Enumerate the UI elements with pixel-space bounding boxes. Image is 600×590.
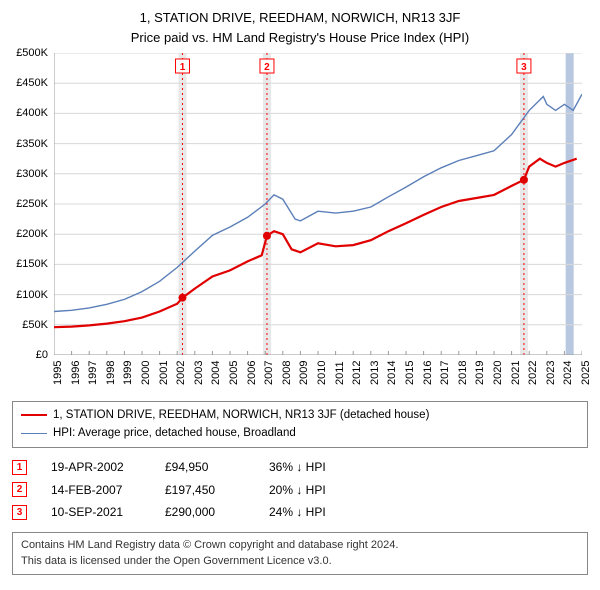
- sale-price: £290,000: [165, 501, 245, 524]
- sale-date: 19-APR-2002: [51, 456, 141, 479]
- legend-label: HPI: Average price, detached house, Broa…: [53, 424, 296, 442]
- x-tick-label: 2012: [351, 361, 363, 385]
- x-tick-label: 2019: [474, 361, 486, 385]
- x-tick-label: 1998: [105, 361, 117, 385]
- x-axis: 1995 1996 1997 1998 1999 2000 2001 2002 2003 2004…: [54, 355, 582, 393]
- sale-delta: 24% ↓ HPI: [269, 501, 326, 524]
- y-axis: £0£50K£100K£150K£200K£250K£300K£350K£400…: [12, 53, 52, 355]
- legend-label: 1, STATION DRIVE, REEDHAM, NORWICH, NR13…: [53, 406, 429, 424]
- y-tick-label: £500K: [16, 47, 48, 59]
- chart-container: 1, STATION DRIVE, REEDHAM, NORWICH, NR13…: [0, 0, 600, 581]
- sale-row: 2 14-FEB-2007 £197,450 20% ↓ HPI: [12, 479, 588, 502]
- sale-price: £94,950: [165, 456, 245, 479]
- x-tick-label: 2003: [193, 361, 205, 385]
- y-tick-label: £0: [36, 349, 48, 361]
- x-tick-label: 2020: [492, 361, 504, 385]
- x-tick-label: 2023: [545, 361, 557, 385]
- x-tick-label: 2022: [527, 361, 539, 385]
- y-tick-label: £350K: [16, 138, 48, 150]
- sale-delta: 36% ↓ HPI: [269, 456, 326, 479]
- x-tick-label: 2015: [404, 361, 416, 385]
- x-tick-label: 2004: [210, 361, 222, 385]
- x-tick-label: 2016: [422, 361, 434, 385]
- x-tick-label: 2021: [510, 361, 522, 385]
- legend: 1, STATION DRIVE, REEDHAM, NORWICH, NR13…: [12, 401, 588, 448]
- x-tick-label: 2014: [386, 361, 398, 385]
- title-line-2: Price paid vs. HM Land Registry's House …: [12, 28, 588, 48]
- y-tick-label: £100K: [16, 289, 48, 301]
- svg-text:3: 3: [521, 62, 527, 73]
- x-tick-label: 2013: [369, 361, 381, 385]
- attribution-line-2: This data is licensed under the Open Gov…: [21, 554, 579, 569]
- y-tick-label: £150K: [16, 258, 48, 270]
- chart-title: 1, STATION DRIVE, REEDHAM, NORWICH, NR13…: [12, 8, 588, 47]
- chart-area: £0 £50K £100K £150K £200K £250K £300K £350K £400…: [12, 53, 588, 393]
- x-tick-label: 2007: [263, 361, 275, 385]
- chart-svg: 1 2 3: [54, 53, 582, 355]
- y-tick-label: £200K: [16, 228, 48, 240]
- x-tick-label: 2018: [457, 361, 469, 385]
- x-tick-label: 2010: [316, 361, 328, 385]
- title-line-1: 1, STATION DRIVE, REEDHAM, NORWICH, NR13…: [12, 8, 588, 28]
- x-tick-label: 1995: [52, 361, 64, 385]
- legend-row: 1, STATION DRIVE, REEDHAM, NORWICH, NR13…: [21, 406, 579, 424]
- y-tick-label: £450K: [16, 77, 48, 89]
- legend-swatch: [21, 414, 47, 416]
- x-tick-label: 2009: [298, 361, 310, 385]
- attribution-line-1: Contains HM Land Registry data © Crown c…: [21, 538, 579, 553]
- sales-table: 1 19-APR-2002 £94,950 36% ↓ HPI 2 14-FEB-2007…: [12, 456, 588, 524]
- legend-row: HPI: Average price, detached house, Broa…: [21, 424, 579, 442]
- svg-text:2: 2: [264, 62, 270, 73]
- x-tick-label: 2001: [158, 361, 170, 385]
- x-tick-label: 2000: [140, 361, 152, 385]
- sale-delta: 20% ↓ HPI: [269, 479, 326, 502]
- x-tick-label: 2008: [281, 361, 293, 385]
- y-tick-label: £400K: [16, 107, 48, 119]
- x-tick-label: 2005: [228, 361, 240, 385]
- plot-area: 1 2 3: [54, 53, 582, 355]
- attribution: Contains HM Land Registry data © Crown c…: [12, 532, 588, 575]
- svg-text:1: 1: [180, 62, 186, 73]
- x-tick-label: 2006: [246, 361, 258, 385]
- y-tick-label: £250K: [16, 198, 48, 210]
- y-tick-label: £300K: [16, 168, 48, 180]
- y-tick-label: £50K: [22, 319, 48, 331]
- sale-date: 10-SEP-2021: [51, 501, 141, 524]
- sale-marker: 2: [12, 482, 27, 497]
- sale-price: £197,450: [165, 479, 245, 502]
- x-tick-label: 2017: [439, 361, 451, 385]
- x-tick-label: 1996: [70, 361, 82, 385]
- x-tick-label: 2011: [334, 361, 346, 385]
- sale-date: 14-FEB-2007: [51, 479, 141, 502]
- x-tick-label: 2002: [175, 361, 187, 385]
- sale-row: 1 19-APR-2002 £94,950 36% ↓ HPI: [12, 456, 588, 479]
- sale-marker: 1: [12, 460, 27, 475]
- x-tick-label: 2024: [562, 361, 574, 385]
- x-tick-label: 1999: [122, 361, 134, 385]
- x-tick-label: 2025: [580, 361, 592, 385]
- sale-row: 3 10-SEP-2021 £290,000 24% ↓ HPI: [12, 501, 588, 524]
- legend-swatch: [21, 433, 47, 434]
- x-tick-label: 1997: [87, 361, 99, 385]
- sale-marker: 3: [12, 505, 27, 520]
